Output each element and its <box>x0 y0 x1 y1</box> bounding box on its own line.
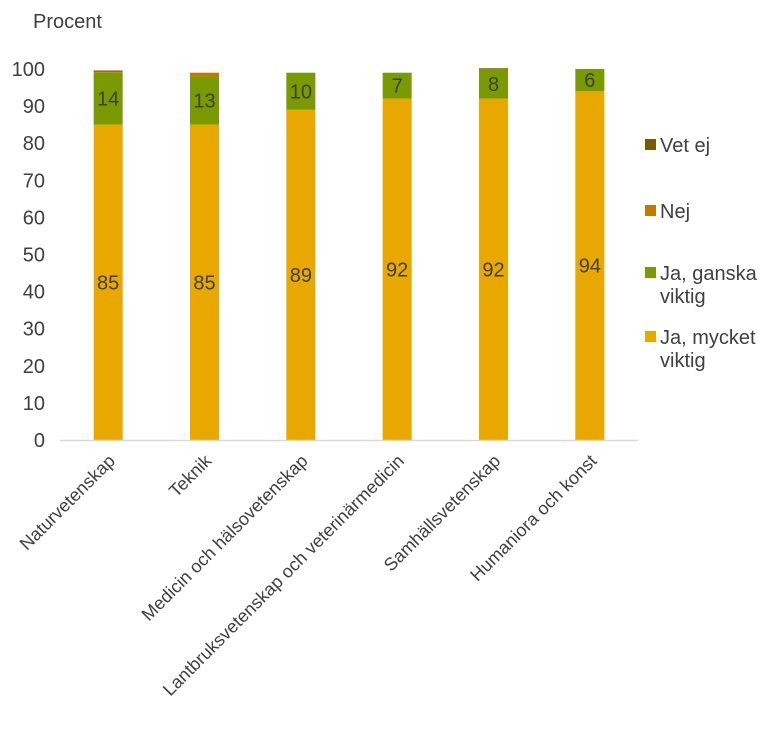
data-label: 14 <box>97 89 119 111</box>
bar-segment <box>479 98 508 441</box>
legend-swatch <box>645 205 656 216</box>
bar-stack: 92 7 <box>382 72 412 441</box>
data-label: 92 <box>386 259 408 281</box>
legend-swatch <box>645 139 656 150</box>
data-label: 92 <box>482 259 504 281</box>
bar-segment <box>479 68 508 69</box>
bars: 85 14 85 13 89 10 92 7 92 8 94 6 <box>93 68 605 441</box>
bar-segment <box>382 98 412 441</box>
legend-label: Ja, mycket <box>660 327 756 349</box>
y-tick-label: 80 <box>23 133 45 155</box>
legend-label: Nej <box>660 201 690 223</box>
bar-segment <box>286 109 316 440</box>
y-tick-label: 10 <box>23 393 45 415</box>
bar-segment <box>575 91 605 440</box>
data-label: 94 <box>579 256 601 278</box>
data-label: 89 <box>290 265 312 287</box>
legend-label: viktig <box>660 350 706 372</box>
bar-stack: 89 10 <box>286 72 316 440</box>
legend-item: Nej <box>645 201 690 223</box>
bar-segment <box>190 124 219 441</box>
data-label: 8 <box>488 74 499 96</box>
bar-stack: 94 6 <box>575 69 605 440</box>
bar-stack: 85 14 <box>93 70 123 441</box>
x-tick-label: Medicin och hälsovetenskap <box>138 451 312 625</box>
bar-stack: 85 13 <box>190 72 219 441</box>
bar-segment <box>190 76 219 125</box>
bar-segment <box>93 124 123 441</box>
x-tick-label: Teknik <box>165 450 216 501</box>
y-tick-label: 20 <box>23 356 45 378</box>
y-tick-label: 100 <box>12 59 45 81</box>
data-label: 13 <box>193 91 215 113</box>
legend-label: Vet ej <box>660 135 710 157</box>
data-label: 7 <box>392 76 403 98</box>
y-unit-label: Procent <box>33 11 102 33</box>
bar-segment <box>93 70 123 72</box>
y-axis: 0 10 20 30 40 50 60 70 80 90 100 <box>12 59 45 452</box>
bar-segment <box>286 72 316 110</box>
legend-swatch <box>645 267 656 278</box>
legend-item: Vet ej <box>645 135 710 157</box>
data-label: 10 <box>290 81 312 103</box>
y-tick-label: 30 <box>23 319 45 341</box>
y-tick-label: 70 <box>23 170 45 192</box>
bar-segment <box>190 72 219 77</box>
legend-label: Ja, ganska <box>660 263 758 285</box>
bar-segment <box>575 69 605 92</box>
y-tick-label: 0 <box>34 430 45 452</box>
bar-segment <box>93 71 123 73</box>
y-tick-label: 90 <box>23 96 45 118</box>
y-tick-label: 40 <box>23 282 45 304</box>
legend-label: viktig <box>660 286 706 308</box>
data-label: 85 <box>97 272 119 294</box>
legend-swatch <box>645 331 656 342</box>
y-tick-label: 50 <box>23 245 45 267</box>
bar-segment <box>382 72 412 99</box>
bar-stack: 92 8 <box>479 68 508 441</box>
y-tick-label: 60 <box>23 207 45 229</box>
bar-segment <box>479 69 508 99</box>
data-label: 6 <box>584 70 595 92</box>
data-label: 85 <box>193 272 215 294</box>
x-tick-label: Naturvetenskap <box>16 451 119 554</box>
bar-segment <box>93 72 123 125</box>
